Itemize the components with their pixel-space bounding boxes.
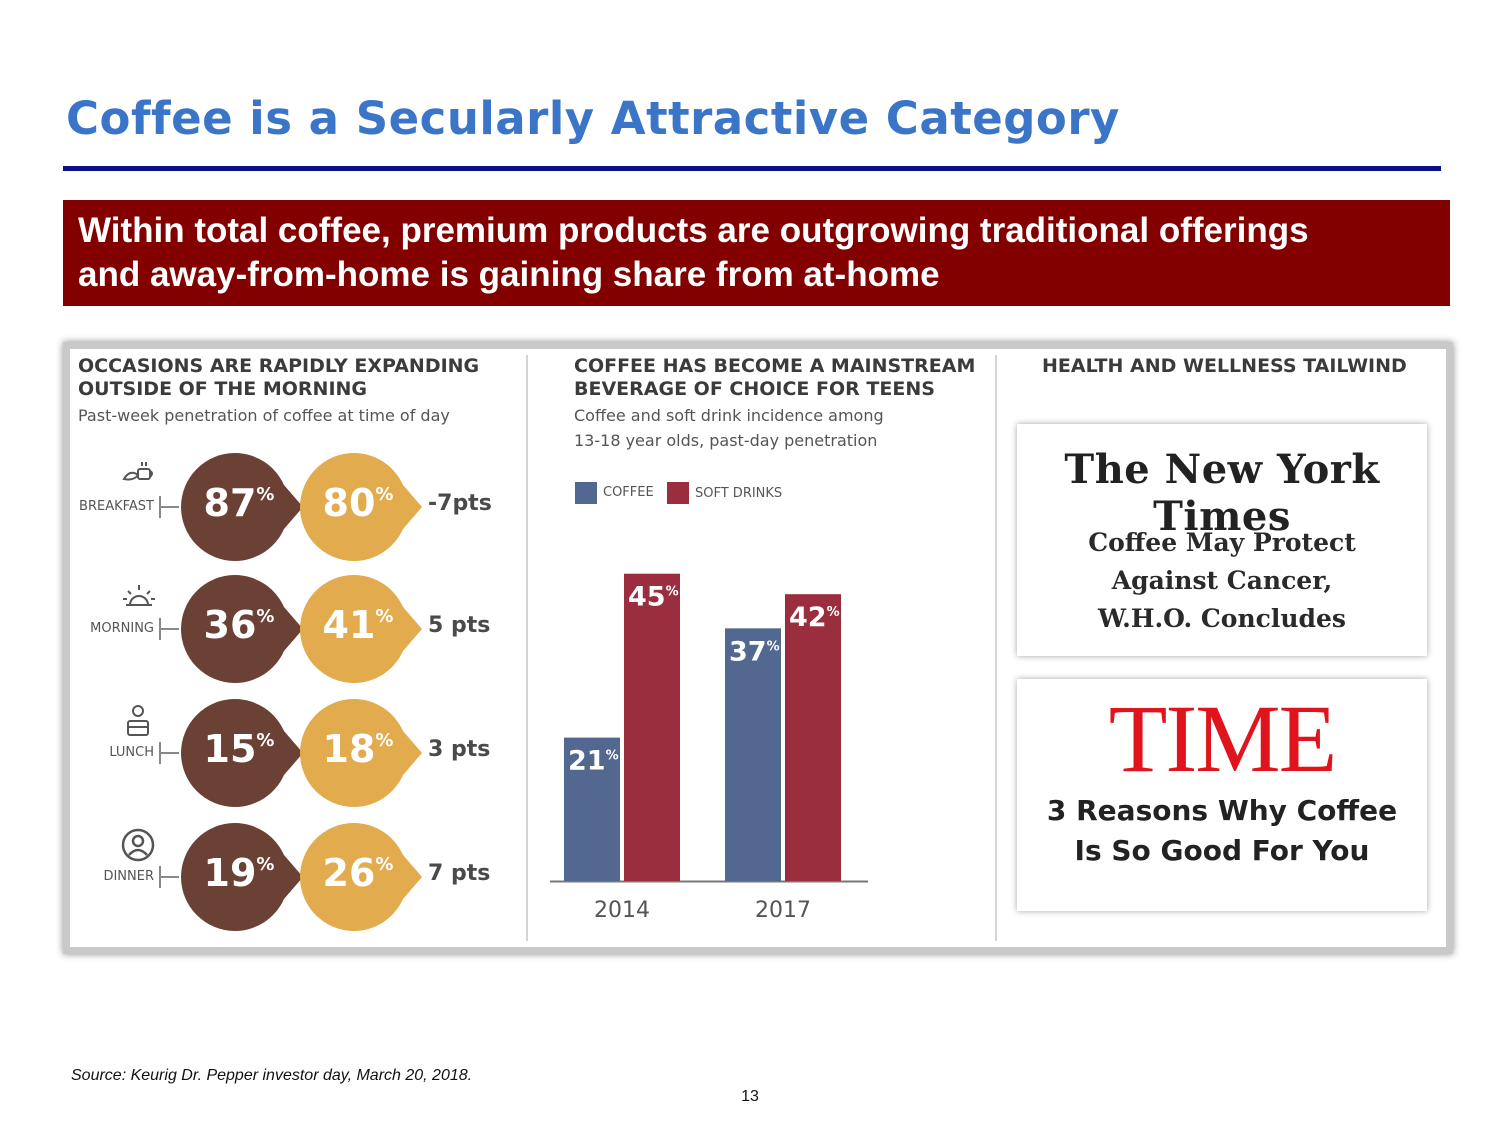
bar-soft-drinks-2017 [785,594,841,881]
occasion-delta: 7 pts [428,861,491,886]
x-tick-label-2017: 2017 [755,898,811,923]
bubble-after [300,453,422,561]
infographic-panel: OCCASIONS ARE RAPIDLY EXPANDING OUTSIDE … [63,342,1453,954]
teens-subtitle-line-1: Coffee and soft drink incidence among [574,406,884,425]
lunchbox-icon [127,705,149,736]
bubble-before-value: 36% [203,603,275,647]
occasion-connector-line [159,752,179,754]
bubble-before-value: 15% [203,727,275,771]
section-divider-1 [526,355,528,941]
occasion-connector-line [159,876,179,878]
bubble-after-value: 18% [322,727,394,771]
bubble-after [300,699,422,807]
bubble-after-value: 80% [322,481,394,525]
slide-title: Coffee is a Secularly Attractive Categor… [66,92,1120,145]
occasions-heading: OCCASIONS ARE RAPIDLY EXPANDING OUTSIDE … [78,355,479,401]
teens-heading-line-1: COFFEE HAS BECOME A MAINSTREAM [574,355,976,377]
bubble-before [181,823,303,931]
legend-label-soft-drinks: SOFT DRINKS [695,486,783,501]
nyt-headline-line-2: Against Cancer, [1111,566,1333,595]
bar-soft-drinks-2014 [624,573,680,881]
occasion-label: LUNCH [109,745,154,760]
nyt-card: The New York Times Coffee May Protect Ag… [1017,424,1427,656]
legend-label-coffee: COFFEE [603,485,654,500]
time-card: TIME 3 Reasons Why Coffee Is So Good For… [1017,679,1427,911]
occasion-delta: -7pts [428,491,492,516]
bubble-before-value: 19% [203,851,275,895]
occasion-delta: 3 pts [428,737,491,762]
bar-label-soft-drinks-2014: 45% [628,582,679,613]
sunrise-icon [123,585,155,606]
teens-subtitle: Coffee and soft drink incidence among 13… [574,403,884,453]
occasion-label: DINNER [103,869,154,884]
teens-heading-line-2: BEVERAGE OF CHOICE FOR TEENS [574,378,935,400]
page-number: 13 [741,1088,759,1105]
banner-line-2: and away-from-home is gaining share from… [78,255,940,294]
nyt-headline-line-1: Coffee May Protect [1088,528,1356,557]
legend-swatch-coffee [575,482,597,504]
bubble-before [181,699,303,807]
legend-swatch-soft-drinks [667,482,689,504]
occasions-heading-line-1: OCCASIONS ARE RAPIDLY EXPANDING [78,355,480,377]
bubble-after-value: 41% [322,603,394,647]
section-divider-2 [995,355,997,941]
teens-heading: COFFEE HAS BECOME A MAINSTREAM BEVERAGE … [574,355,975,401]
occasion-label: BREAKFAST [79,499,154,514]
bubble-before [181,575,303,683]
nyt-headline: Coffee May Protect Against Cancer, W.H.O… [1017,524,1427,638]
croissant-cup-icon [122,462,153,481]
nyt-headline-line-3: W.H.O. Concludes [1097,604,1347,633]
occasions-subtitle: Past-week penetration of coffee at time … [78,406,450,425]
bar-coffee-2017 [725,628,781,881]
bubble-before [181,453,303,561]
occasion-connector-line [159,506,179,508]
occasion-delta: 5 pts [428,613,491,638]
time-headline-line-2: Is So Good For You [1074,834,1370,867]
source-note: Source: Keurig Dr. Pepper investor day, … [71,1067,473,1084]
bar-coffee-2014 [564,737,620,881]
title-rule [63,166,1441,171]
teens-subtitle-line-2: 13-18 year olds, past-day penetration [574,431,878,450]
bubble-before-value: 87% [203,481,275,525]
occasion-connector-line [159,628,179,630]
occasion-label: MORNING [90,621,154,636]
bubble-after [300,823,422,931]
x-tick-label-2014: 2014 [594,898,650,923]
bubble-after [300,575,422,683]
time-logo: TIME [1108,685,1338,792]
banner-line-1: Within total coffee, premium products ar… [78,211,1309,250]
time-headline: 3 Reasons Why Coffee Is So Good For You [1017,791,1427,871]
person-icon [121,828,155,862]
time-headline-line-1: 3 Reasons Why Coffee [1046,794,1398,827]
occasions-heading-line-2: OUTSIDE OF THE MORNING [78,378,368,400]
health-heading: HEALTH AND WELLNESS TAILWIND [1042,355,1407,377]
nyt-logo: The New York Times [1064,446,1380,540]
bubble-after-value: 26% [322,851,394,895]
key-message-banner: Within total coffee, premium products ar… [63,200,1450,306]
